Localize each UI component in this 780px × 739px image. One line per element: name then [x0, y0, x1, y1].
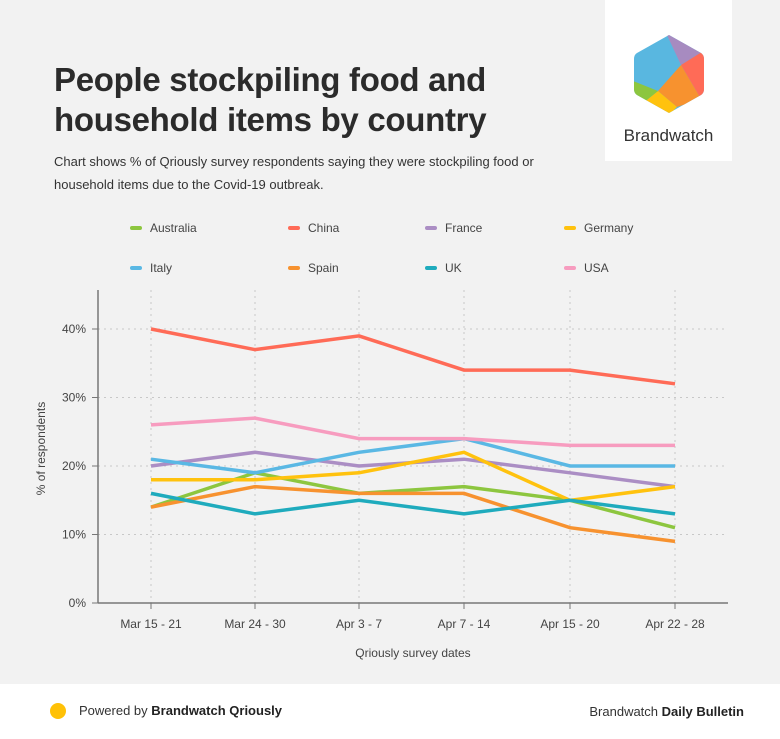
- series-line-usa[interactable]: [150, 416, 675, 448]
- powered-by-prefix: Powered by: [79, 703, 152, 718]
- x-tick-label: Apr 22 - 28: [645, 617, 705, 631]
- legend-label: Spain: [308, 261, 339, 275]
- legend-swatch: [288, 266, 300, 270]
- legend-label: China: [308, 221, 340, 235]
- legend-item-usa[interactable]: USA: [564, 261, 609, 275]
- legend-label: Italy: [150, 261, 173, 275]
- x-tick-label: Mar 15 - 21: [120, 617, 182, 631]
- series-line-uk[interactable]: [150, 491, 676, 516]
- legend-swatch: [130, 226, 142, 230]
- y-tick-label: 40%: [62, 322, 86, 336]
- x-axis-title: Qriously survey dates: [355, 646, 470, 660]
- legend-swatch: [288, 226, 300, 230]
- y-axis-title: % of respondents: [34, 402, 48, 495]
- legend-item-germany[interactable]: Germany: [564, 221, 633, 235]
- legend-item-uk[interactable]: UK: [425, 261, 462, 275]
- y-tick-label: 0%: [69, 596, 87, 610]
- legend-swatch: [425, 226, 437, 230]
- logo-segment-red: [681, 50, 704, 99]
- legend-item-spain[interactable]: Spain: [288, 261, 339, 275]
- legend-label: Germany: [584, 221, 634, 235]
- bulletin-prefix: Brandwatch: [589, 704, 662, 719]
- y-tick-label: 30%: [62, 391, 86, 405]
- series-line-italy[interactable]: [150, 436, 675, 475]
- daily-bulletin-text: Brandwatch Daily Bulletin: [589, 704, 744, 719]
- powered-by-brand: Brandwatch Qriously: [151, 703, 283, 718]
- series-line-spain[interactable]: [150, 484, 676, 544]
- legend-label: USA: [584, 261, 609, 275]
- legend-swatch: [564, 266, 576, 270]
- x-tick-label: Mar 24 - 30: [224, 617, 286, 631]
- line-chart: 0% 10% 20% 30% 40% Mar 15 - 21 Mar 24 - 30 Apr …: [34, 290, 728, 660]
- logo-segment-yellow: [643, 91, 677, 113]
- legend-swatch: [425, 266, 437, 270]
- page-title: People stockpiling food and household it…: [54, 61, 487, 138]
- bulletin-brand: Daily Bulletin: [661, 704, 744, 719]
- x-tick-label: Apr 3 - 7: [336, 617, 382, 631]
- legend-item-australia[interactable]: Australia: [130, 221, 197, 235]
- logo-text: Brandwatch: [623, 126, 714, 145]
- legend-label: Australia: [150, 221, 197, 235]
- chart-subtitle: Chart shows % of Qriously survey respond…: [54, 154, 534, 192]
- x-tick-label: Apr 15 - 20: [540, 617, 600, 631]
- footer: Powered by Brandwatch Qriously Brandwatc…: [0, 684, 780, 739]
- legend-label: France: [445, 221, 483, 235]
- series-line-germany[interactable]: [151, 450, 676, 503]
- powered-by-text: Powered by Brandwatch Qriously: [79, 703, 282, 718]
- x-tick-label: Apr 7 - 14: [438, 617, 491, 631]
- legend-item-china[interactable]: China: [288, 221, 339, 235]
- y-tick-label: 20%: [62, 459, 86, 473]
- legend-item-italy[interactable]: Italy: [130, 261, 172, 275]
- brandwatch-hexagon-logo-icon: [634, 35, 704, 113]
- legend-item-france[interactable]: France: [425, 221, 482, 235]
- logo-segment-orange: [658, 65, 701, 107]
- legend-swatch: [130, 266, 142, 270]
- legend-swatch: [564, 226, 576, 230]
- chart-legend: Australia China France Germany Italy Spain UK U…: [130, 218, 730, 278]
- y-tick-label: 10%: [62, 528, 86, 542]
- legend-label: UK: [445, 261, 462, 275]
- brandwatch-logo: Brandwatch: [605, 0, 732, 161]
- series-line-china[interactable]: [150, 327, 676, 386]
- qriously-dot-icon: [50, 703, 66, 719]
